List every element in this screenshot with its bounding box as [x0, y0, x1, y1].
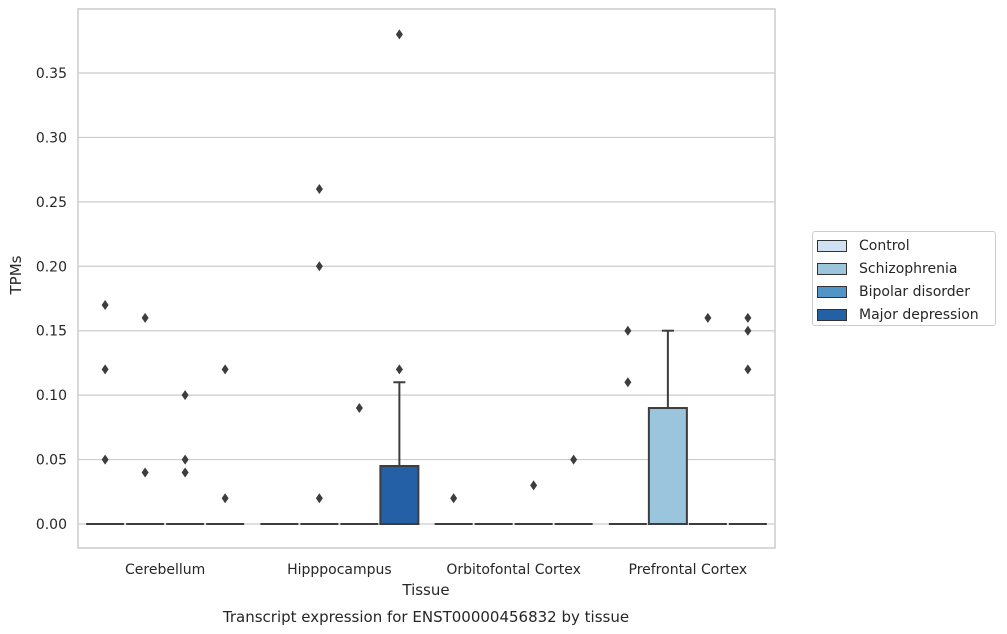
- box: [647, 407, 688, 525]
- outlier-point: [181, 390, 189, 401]
- legend-swatch-control: [817, 240, 847, 252]
- outlier-point: [395, 29, 403, 40]
- outlier-point: [355, 403, 363, 414]
- outlier-point: [744, 364, 752, 375]
- outlier-point: [181, 467, 189, 478]
- x-tick-labels: Cerebellum Hipppocampus Orbitofontal Corte…: [125, 562, 747, 578]
- y-tick-labels: 0.00 0.05 0.10 0.15 0.20 0.25 0.30 0.35: [36, 66, 67, 533]
- outlier-point: [744, 325, 752, 336]
- outlier-point: [141, 467, 149, 478]
- outlier-point: [704, 312, 712, 323]
- plot-frame: [77, 8, 776, 549]
- outlier-point: [181, 454, 189, 465]
- outlier-point: [530, 480, 538, 491]
- outlier-markers: [101, 29, 752, 504]
- legend-label-bipolar-disorder: Bipolar disorder: [859, 284, 971, 300]
- outlier-point: [221, 493, 229, 504]
- outlier-point: [101, 454, 109, 465]
- legend-label-major-depression: Major depression: [859, 307, 979, 323]
- outlier-point: [315, 183, 323, 194]
- outlier-point: [141, 312, 149, 323]
- grid-lines: [78, 72, 775, 525]
- x-axis-label: Tissue: [401, 581, 449, 599]
- y-tick-label: 0.30: [36, 130, 67, 146]
- outlier-point: [101, 364, 109, 375]
- legend-item-bipolar-disorder: Bipolar disorder: [817, 282, 970, 302]
- legend-swatch-schizophrenia: [817, 263, 847, 275]
- legend-item-major-depression: Major depression: [817, 305, 979, 325]
- x-tick-label: Prefrontal Cortex: [629, 562, 748, 578]
- x-tick-label: Hipppocampus: [287, 562, 392, 578]
- outlier-point: [101, 299, 109, 310]
- y-axis-label: TPMs: [7, 255, 25, 295]
- legend-label-schizophrenia: Schizophrenia: [859, 261, 958, 277]
- legend-swatch-bipolar-disorder: [817, 286, 847, 298]
- box-major-depression: [379, 381, 420, 525]
- outlier-point: [624, 325, 632, 336]
- y-tick-label: 0.25: [36, 195, 67, 211]
- outlier-point: [315, 261, 323, 272]
- box-schizophrenia: [647, 329, 688, 525]
- legend-swatch-major-depression: [817, 309, 847, 321]
- chart-title: Transcript expression for ENST0000045683…: [222, 608, 629, 626]
- outlier-point: [624, 377, 632, 388]
- y-tick-label: 0.15: [36, 324, 67, 340]
- box-plot-series: [86, 329, 767, 525]
- outlier-point: [221, 364, 229, 375]
- outlier-point: [570, 454, 578, 465]
- legend-item-control: Control: [817, 236, 910, 256]
- x-tick-label: Orbitofontal Cortex: [446, 562, 581, 578]
- x-tick-label: Cerebellum: [125, 562, 205, 578]
- y-tick-label: 0.10: [36, 388, 67, 404]
- outlier-point: [744, 312, 752, 323]
- y-tick-label: 0.05: [36, 453, 67, 469]
- legend-label-control: Control: [859, 238, 910, 254]
- outlier-point: [395, 364, 403, 375]
- outlier-point: [450, 493, 458, 504]
- legend-item-schizophrenia: Schizophrenia: [817, 259, 957, 279]
- box: [379, 465, 420, 525]
- y-tick-label: 0.35: [36, 66, 67, 82]
- y-tick-label: 0.20: [36, 259, 67, 275]
- legend: Control Schizophrenia Bipolar disorder M…: [812, 231, 996, 326]
- y-tick-label: 0.00: [36, 517, 67, 533]
- outlier-point: [315, 493, 323, 504]
